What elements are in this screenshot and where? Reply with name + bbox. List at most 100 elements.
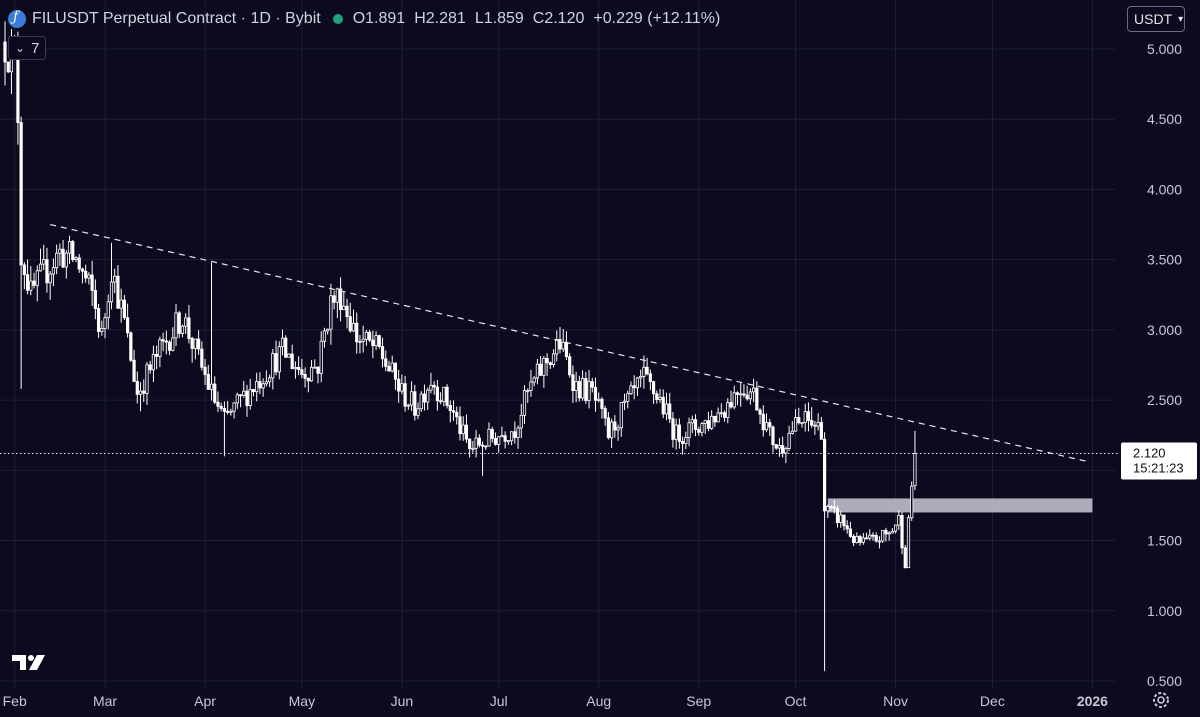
candle-body	[719, 412, 723, 415]
candle-body	[519, 414, 523, 429]
candle-body	[687, 422, 691, 438]
candle-body	[532, 377, 536, 383]
candle-body	[326, 328, 330, 332]
candle-body	[322, 330, 327, 342]
candle-body	[187, 317, 191, 339]
ohlc-high: H2.281	[414, 10, 466, 27]
candle-body	[664, 403, 669, 415]
candle-body	[684, 437, 688, 444]
candle-body	[451, 410, 456, 413]
candle-body	[93, 290, 97, 309]
candle-body	[380, 346, 385, 360]
candle-body	[280, 337, 285, 348]
candle-body	[739, 393, 743, 396]
candle-body	[342, 305, 346, 311]
candle-body	[77, 257, 81, 270]
candle-body	[387, 365, 391, 372]
candle-body	[816, 422, 820, 427]
candle-body	[629, 385, 633, 395]
candle-body	[690, 419, 694, 424]
candle-body	[693, 419, 698, 430]
candle-body	[16, 48, 20, 124]
trendline-layer	[50, 223, 1090, 463]
candle-body	[658, 396, 662, 400]
symbol-legend[interactable]: FILUSDT Perpetual Contract · 1D · Bybit …	[8, 8, 720, 30]
x-tick-label: Apr	[194, 693, 216, 709]
candle-body	[810, 420, 814, 426]
candle-body	[267, 377, 272, 383]
candle-body	[458, 416, 462, 435]
candle-body	[610, 421, 614, 439]
current-price-value: 2.120	[1133, 445, 1166, 460]
candle-body	[71, 241, 75, 260]
candle-body	[38, 263, 43, 272]
candle-body	[558, 339, 562, 350]
candle-body	[535, 363, 540, 379]
candle-body	[474, 437, 478, 449]
candle-body	[593, 386, 598, 401]
candle-body	[335, 288, 339, 303]
y-tick-label: 2.500	[1147, 392, 1182, 408]
candle-body	[829, 506, 833, 509]
support-zone-layer	[827, 498, 1093, 513]
candle-body	[119, 299, 123, 309]
currency-selector[interactable]: USDT ▾	[1127, 6, 1185, 32]
candle-body	[503, 435, 507, 442]
candle-body	[426, 389, 430, 403]
candle-body	[755, 387, 759, 411]
tradingview-logo-icon[interactable]	[12, 652, 48, 672]
indicators-toggle[interactable]: ⌄ 7	[8, 36, 47, 60]
candle-body	[877, 540, 882, 543]
candle-body	[651, 381, 656, 395]
candle-body	[748, 391, 752, 400]
candle-body	[403, 383, 407, 407]
candle-body	[590, 381, 594, 388]
candle-body	[277, 346, 281, 373]
candle-body	[513, 431, 517, 438]
candle-body	[735, 392, 740, 395]
candle-body	[413, 391, 417, 416]
candle-body	[806, 411, 811, 421]
candle-body	[539, 363, 543, 376]
gear-icon[interactable]	[1151, 690, 1171, 710]
candle-body	[910, 485, 914, 519]
candle-body	[661, 396, 665, 415]
candle-body	[29, 280, 33, 291]
candle-body	[516, 427, 520, 438]
candle-body	[548, 362, 552, 366]
candle-body	[177, 312, 181, 334]
currency-label: USDT	[1134, 11, 1173, 27]
candle-body	[409, 391, 414, 406]
candle-body	[61, 248, 65, 268]
y-tick-label: 0.500	[1147, 673, 1182, 689]
x-tick-label: Feb	[3, 693, 27, 709]
candle-body	[445, 386, 449, 406]
candle-body	[729, 402, 733, 408]
candle-body	[584, 377, 588, 401]
candle-body	[461, 424, 465, 435]
candle-body	[587, 381, 591, 401]
candle-body	[771, 426, 775, 446]
candle-body	[561, 341, 565, 350]
candle-body	[703, 420, 707, 424]
time-axis[interactable]: Feb Mar Apr May Jun Jul Aug Sep Oct Nov Dec 2026	[3, 693, 1109, 709]
candle-body	[103, 317, 107, 329]
candle-body	[116, 275, 120, 309]
candle-body	[522, 390, 527, 416]
candle-body	[164, 340, 168, 343]
candle-body	[455, 411, 459, 418]
candle-body	[468, 438, 472, 449]
candle-body	[371, 339, 375, 347]
candle-body	[58, 248, 62, 254]
candle-body	[106, 301, 110, 319]
candle-body	[361, 338, 365, 342]
candle-body	[716, 412, 720, 423]
candle-body	[677, 424, 681, 442]
candle-body	[697, 429, 701, 433]
candle-body	[200, 348, 204, 368]
candle-body	[616, 427, 620, 431]
candle-body	[813, 424, 817, 427]
candle-body	[855, 536, 859, 543]
